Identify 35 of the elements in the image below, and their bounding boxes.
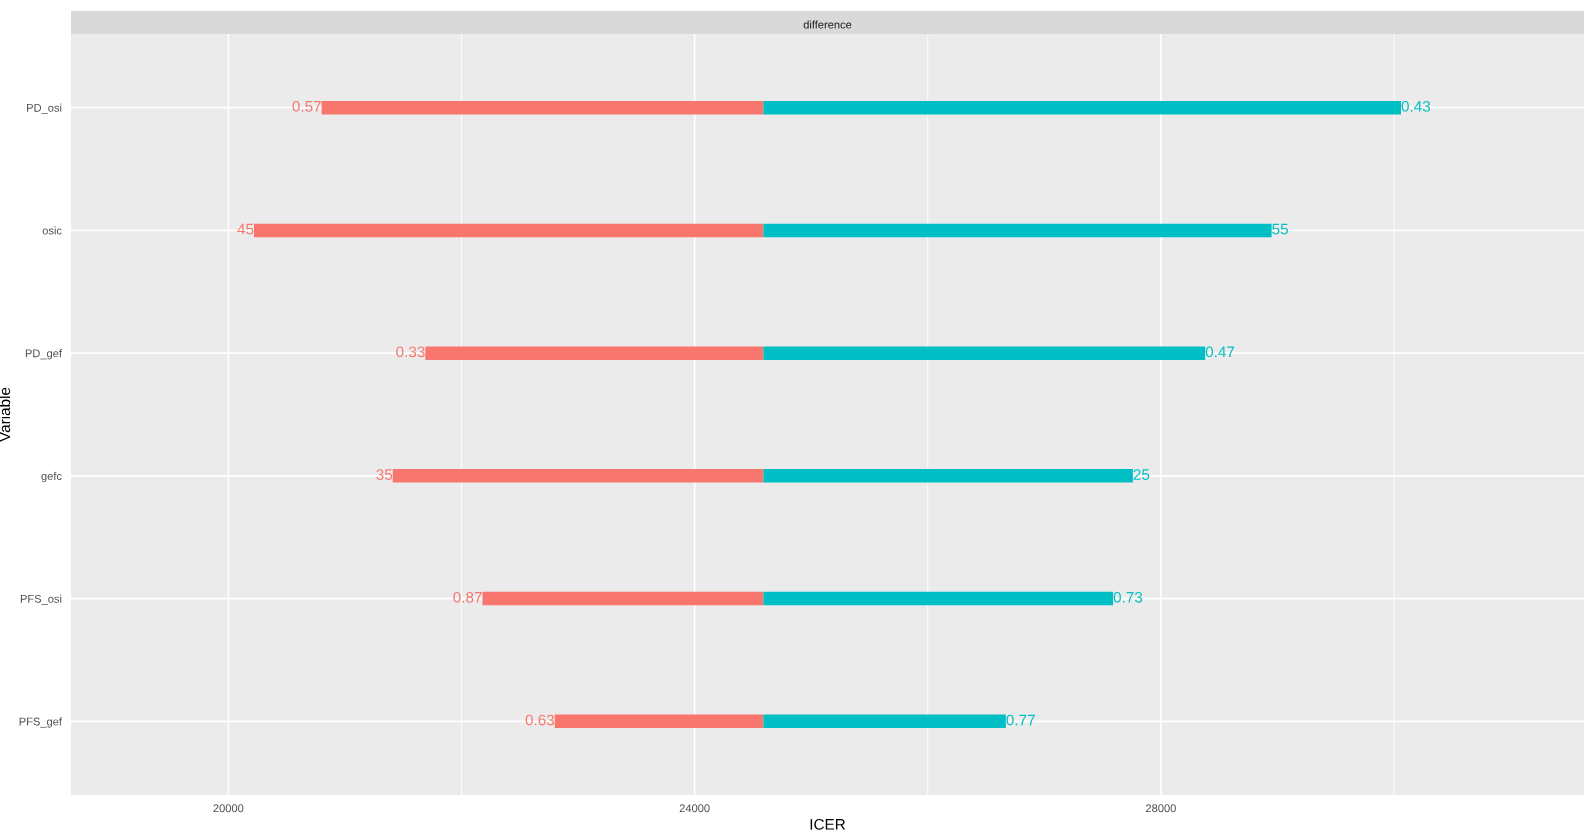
annotation: 55: [1272, 223, 1288, 235]
bar: [763, 346, 1206, 360]
annotation: 0.33: [396, 346, 425, 358]
annotation: 25: [1133, 469, 1150, 480]
bar: [763, 100, 1401, 115]
bar: [763, 469, 1133, 483]
chart-title: difference: [803, 20, 852, 29]
bar: [321, 100, 764, 115]
annotation: 0.43: [1401, 100, 1431, 112]
y-tick-label: osic: [42, 226, 62, 235]
annotation: 0.73: [1113, 591, 1143, 603]
bar: [425, 346, 764, 360]
annotation: 0.57: [292, 100, 321, 112]
annotation: 45: [237, 223, 254, 235]
x-tick-label: 24000: [679, 804, 710, 813]
y-tick-label: gefc: [41, 471, 62, 483]
bar: [763, 223, 1272, 238]
bar: [763, 714, 1006, 729]
x-axis-title: ICER: [810, 818, 846, 830]
annotation: 35: [376, 469, 393, 480]
bar: [554, 714, 764, 729]
bar: [763, 591, 1114, 606]
y-tick-label: PFS_osi: [20, 594, 62, 605]
y-tick-label: PFS_gef: [19, 717, 62, 728]
annotation: 0.63: [525, 714, 555, 726]
x-tick-label: 28000: [1145, 804, 1176, 813]
y-tick-label: PD_gef: [25, 349, 62, 360]
annotation: 0.47: [1205, 346, 1235, 358]
bar: [392, 469, 764, 483]
y-tick-label: PD_osi: [27, 103, 62, 114]
annotation: 0.77: [1006, 714, 1035, 726]
x-tick-label: 20000: [213, 804, 244, 813]
annotation: 0.87: [453, 591, 482, 603]
bar: [482, 591, 764, 606]
bar: [254, 223, 764, 238]
